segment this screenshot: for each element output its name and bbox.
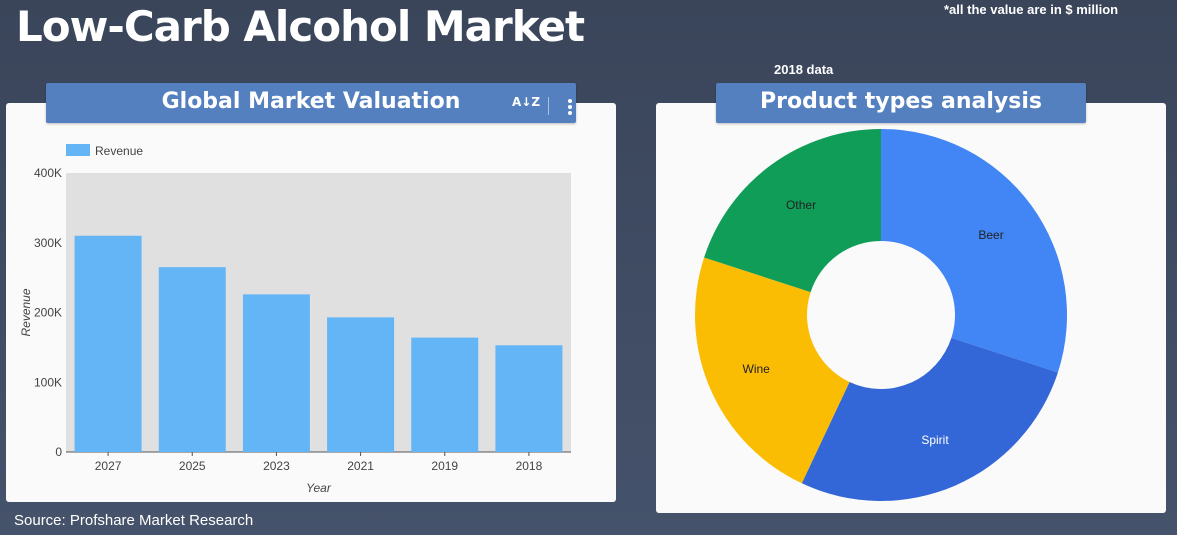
bar	[495, 345, 563, 452]
slice-label: Wine	[743, 362, 771, 376]
y-tick-label: 400K	[34, 166, 62, 180]
donut-slice	[695, 257, 850, 484]
product-types-title: Product types analysis	[760, 89, 1042, 114]
donut-chart: Beer Spirit Wine Other	[695, 129, 1067, 501]
source-credit: Source: Profshare Market Research	[14, 512, 254, 529]
x-tick-label: 2018	[516, 459, 543, 473]
more-options-icon[interactable]	[568, 99, 572, 117]
bar	[74, 235, 142, 452]
y-tick-label: 300K	[34, 236, 62, 250]
page-title: Low-Carb Alcohol Market	[16, 2, 585, 51]
y-tick-label: 200K	[34, 306, 62, 320]
y-axis-title: Revenue	[19, 288, 33, 336]
x-axis-title: Year	[306, 481, 332, 495]
donut-slice	[704, 129, 881, 293]
product-types-header: Product types analysis	[716, 83, 1086, 123]
legend-label: Revenue	[95, 144, 143, 158]
donut-slice	[801, 337, 1058, 501]
bar	[242, 294, 310, 452]
data-year-label: 2018 data	[774, 62, 834, 77]
market-valuation-title: Global Market Valuation	[161, 89, 461, 114]
bar	[411, 337, 479, 452]
x-tick-label: 2021	[347, 459, 374, 473]
y-tick-label: 0	[55, 445, 62, 459]
donut-slice	[881, 129, 1067, 373]
sort-az-icon[interactable]: A↓Z	[512, 95, 541, 109]
x-tick-label: 2025	[179, 459, 206, 473]
x-tick-label: 2023	[263, 459, 290, 473]
x-tick-label: 2019	[431, 459, 458, 473]
bar-chart: Revenue 0 100K 200K 300K 400K 2027 2025 2023 2021…	[19, 144, 571, 495]
market-valuation-panel: Revenue 0 100K 200K 300K 400K 2027 2025 2023 2021…	[6, 103, 616, 502]
bar	[327, 317, 395, 452]
bar	[158, 267, 226, 452]
x-tick-label: 2027	[95, 459, 122, 473]
slice-label: Spirit	[921, 433, 949, 447]
market-valuation-header: Global Market Valuation A↓Z	[46, 83, 576, 123]
product-types-panel: Beer Spirit Wine Other	[656, 103, 1166, 513]
legend-swatch	[66, 144, 90, 156]
units-note: *all the value are in $ million	[944, 2, 1119, 17]
header-divider	[548, 97, 549, 115]
slice-label: Beer	[978, 228, 1003, 242]
plot-area	[66, 173, 571, 452]
y-tick-label: 100K	[34, 375, 62, 389]
slice-label: Other	[786, 198, 816, 212]
